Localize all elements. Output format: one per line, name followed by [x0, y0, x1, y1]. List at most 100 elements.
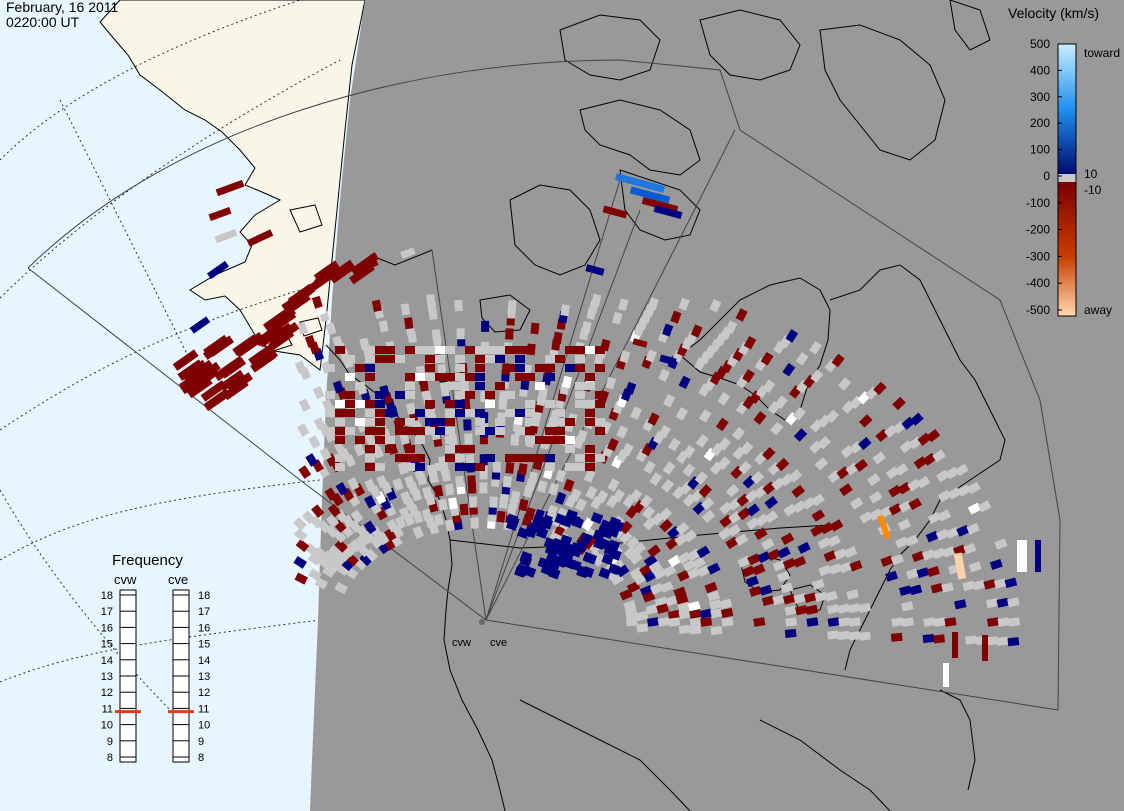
scatter-cell [489, 496, 498, 508]
colorbar-pos10-label: 10 [1084, 167, 1098, 181]
scatter-cell [909, 584, 923, 596]
scatter-cell [668, 437, 681, 452]
scatter-cell [764, 496, 778, 510]
scatter-cell [774, 395, 788, 410]
scatter-cell [186, 376, 213, 399]
scatter-cell [293, 556, 307, 569]
scatter-cell [510, 490, 521, 503]
scatter-cell [455, 364, 465, 372]
scatter-cell [632, 542, 646, 556]
scatter-cell [795, 351, 809, 366]
scatter-cell [585, 373, 595, 381]
scatter-cell [363, 495, 377, 509]
scatter-cell [455, 475, 465, 488]
scatter-cell [385, 445, 395, 453]
scatter-cell [689, 617, 702, 627]
scatter-cell [663, 394, 676, 408]
scatter-cell [295, 538, 310, 553]
scatter-cell [858, 436, 872, 451]
scatter-cell [455, 409, 465, 417]
scatter-cell [764, 510, 779, 524]
scatter-cell [925, 530, 939, 543]
scatter-cell [467, 475, 476, 487]
scatter-cell [425, 400, 435, 408]
scatter-cell [772, 559, 786, 572]
scatter-cell [717, 437, 731, 451]
scatter-cell [355, 436, 365, 444]
scatter-cell [932, 547, 946, 560]
scatter-cell [675, 521, 690, 536]
scatter-cell [518, 498, 529, 512]
scatter-cell [595, 418, 605, 426]
scatter-cell [846, 589, 859, 600]
scatter-cell [595, 454, 605, 462]
scatter-cell [268, 328, 295, 351]
scatter-cell [505, 409, 515, 417]
scatter-cell [901, 601, 914, 612]
scatter-cell [662, 564, 677, 578]
scatter-cell [385, 409, 395, 417]
scatter-cell [270, 310, 297, 332]
scatter-cell [911, 550, 925, 563]
scatter-cell [656, 603, 669, 614]
scatter-cell [546, 562, 560, 575]
scatter-cell [659, 518, 673, 533]
scatter-cell [454, 300, 463, 312]
scatter-cell [405, 445, 415, 453]
scatter-cell [312, 386, 325, 400]
scatter-cell [901, 617, 915, 627]
scatter-cell [614, 173, 666, 193]
scatter-cell [332, 380, 344, 394]
scatter-cell [989, 559, 1003, 570]
scatter-cell [365, 355, 375, 363]
scatter-cell [334, 539, 348, 553]
scatter-cell [753, 411, 767, 425]
scatter-cell [347, 477, 360, 491]
scatter-cell [826, 603, 840, 615]
scatter-cell [700, 497, 715, 511]
scatter-cell [890, 553, 904, 566]
scatter-cell [848, 603, 861, 614]
scatter-cell [575, 346, 585, 354]
scatter-cell [585, 454, 595, 462]
scatter-cell [505, 346, 515, 354]
scatter-cell [598, 567, 611, 580]
scatter-cell [615, 564, 630, 578]
scatter-cell [325, 364, 335, 372]
scatter-cell [890, 632, 903, 642]
frequency-tick-label: 17 [198, 606, 210, 618]
scatter-cell [793, 593, 807, 604]
scatter-cell [837, 377, 852, 391]
scatter-cell [595, 364, 605, 372]
scatter-cell [307, 552, 322, 566]
scatter-cell [324, 487, 338, 501]
scatter-cell [754, 527, 768, 541]
scatter-cell [485, 391, 495, 399]
scatter-cell [848, 617, 861, 627]
scatter-cell [701, 509, 716, 523]
radar-field-of-view [27, 59, 1061, 711]
scatter-cell [384, 528, 397, 542]
colorbar-title: Velocity (km/s) [1008, 5, 1100, 21]
scatter-cell [828, 563, 842, 575]
scatter-cell [345, 355, 355, 363]
frequency-tick-label: 9 [107, 736, 113, 748]
scatter-cell [574, 498, 588, 512]
scatter-cell [515, 346, 525, 354]
frequency-radar-cve: cve [168, 572, 188, 587]
scatter-cell [505, 454, 515, 462]
colorbar-ticks: 500 400 300 200 100 0 -100 -200 -300 -400 -500 [1026, 37, 1062, 317]
scatter-cell [601, 527, 614, 540]
scatter-cell [415, 409, 425, 417]
scatter-cell [563, 478, 575, 492]
scatter-cell [873, 381, 887, 396]
scatter-cell [214, 228, 238, 244]
scatter-cell [926, 429, 941, 443]
scatter-cell [248, 344, 275, 366]
scatter-cell [595, 391, 605, 399]
scatter-cell [445, 409, 455, 417]
scatter-cell [772, 594, 786, 606]
scatter-cell [505, 391, 515, 399]
scatter-cell [470, 517, 479, 529]
colorbar-tick-label: -500 [1026, 303, 1050, 317]
